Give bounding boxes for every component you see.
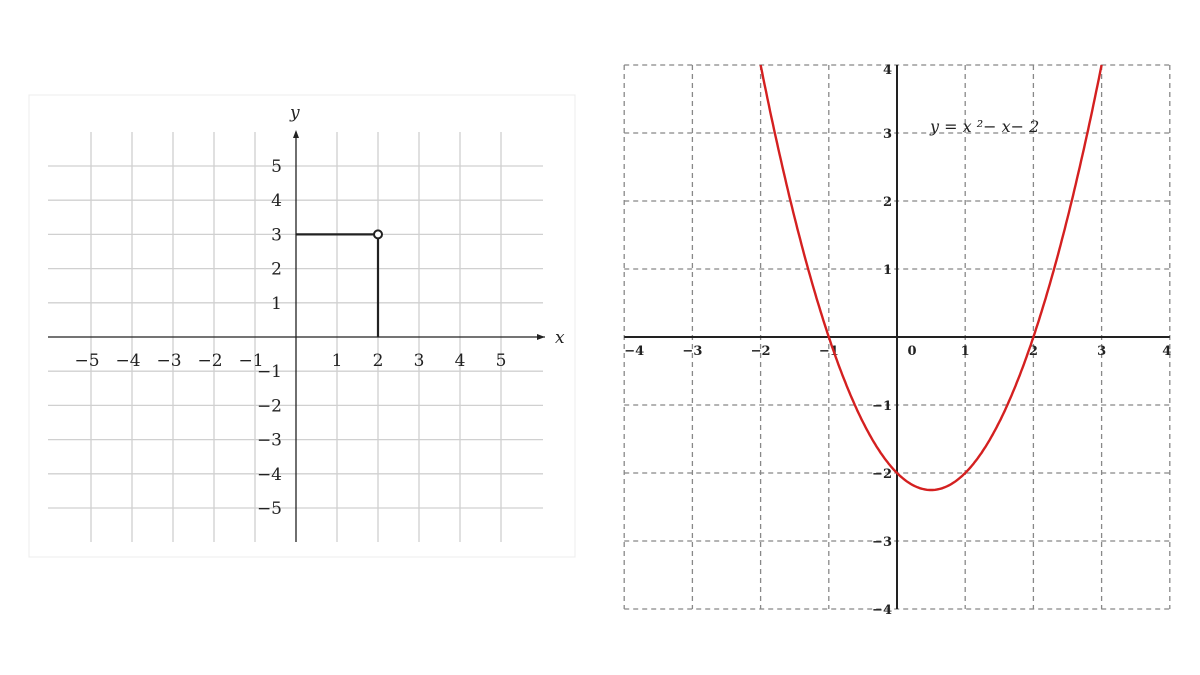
x-tick-label: −4 <box>115 351 140 371</box>
x-tick-label: 3 <box>414 351 425 371</box>
x-tick-label: −1 <box>238 351 263 371</box>
x-tick-label: −1 <box>819 344 839 359</box>
chart-left-coordinate-plane: x y −5 −4 −3 −2 −1 1 2 3 4 5 5 4 3 2 1 −1 −2 −3 −4 −5 <box>28 94 576 558</box>
x-tick-label: −2 <box>751 344 771 359</box>
y-tick-label: 4 <box>271 191 282 211</box>
x-tick-label: 4 <box>455 351 466 371</box>
x-tick-label: 0 <box>907 344 916 359</box>
x-axis-label: x <box>555 328 565 348</box>
x-tick-label: −4 <box>624 344 644 359</box>
y-tick-label: −4 <box>872 603 892 618</box>
y-axis-arrow <box>293 130 299 138</box>
y-tick-label: −1 <box>872 399 892 414</box>
y-axis-label: y <box>289 103 300 123</box>
x-tick-label: −2 <box>197 351 222 371</box>
y-tick-label: −2 <box>872 467 892 482</box>
x-tick-label: 1 <box>961 344 970 359</box>
y-tick-label: −3 <box>872 535 892 550</box>
y-tick-label: −4 <box>257 465 282 485</box>
x-tick-label: −3 <box>682 344 702 359</box>
y-tick-label: 5 <box>271 157 282 177</box>
y-tick-label: 3 <box>271 225 282 245</box>
x-tick-label: 1 <box>332 351 343 371</box>
x-tick-label: 2 <box>373 351 384 371</box>
parabola-curve <box>759 64 1103 492</box>
y-tick-label: 4 <box>883 63 892 78</box>
x-tick-label: −3 <box>156 351 181 371</box>
data-point-open-circle <box>373 229 383 240</box>
y-tick-label: −5 <box>257 499 282 519</box>
equation-label: y = x ²− x− 2 <box>929 117 1039 136</box>
x-tick-label: 4 <box>1162 344 1171 359</box>
x-tick-label: 5 <box>496 351 507 371</box>
x-tick-label: 2 <box>1029 344 1038 359</box>
y-tick-label: 1 <box>883 263 892 278</box>
y-tick-label: 1 <box>271 294 282 314</box>
y-tick-label: 3 <box>883 127 892 142</box>
x-axis-arrow <box>537 334 545 340</box>
x-tick-label: −5 <box>74 351 99 371</box>
y-tick-label: 2 <box>883 195 892 210</box>
chart-frame <box>28 94 576 558</box>
y-tick-label: −2 <box>257 396 282 416</box>
y-tick-label: 2 <box>271 260 282 280</box>
y-tick-label: −3 <box>257 431 282 451</box>
y-tick-label: −1 <box>257 362 282 382</box>
x-tick-label: 3 <box>1097 344 1106 359</box>
